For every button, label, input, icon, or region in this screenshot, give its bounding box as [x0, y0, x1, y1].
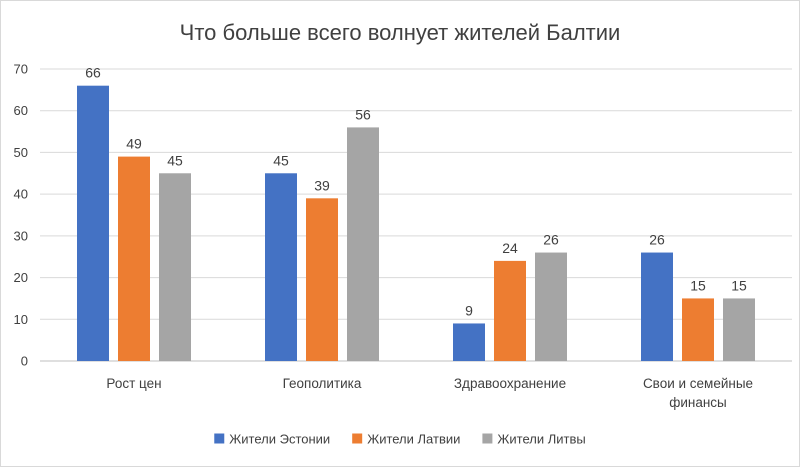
gridlines: [40, 68, 792, 362]
x-tick-label: Свои и семейные финансы: [643, 376, 753, 410]
y-tick-label: 50: [14, 145, 28, 160]
legend-swatch: [352, 433, 363, 444]
x-tick-label: Геополитика: [283, 376, 362, 391]
x-tick-label: Рост цен: [106, 376, 161, 391]
legend-item: Жители Латвии: [352, 432, 460, 447]
y-tick-label: 20: [14, 270, 28, 285]
legend-swatch: [482, 433, 493, 444]
bars: [77, 85, 755, 362]
y-tick-label: 70: [14, 62, 28, 77]
data-label: 45: [273, 152, 289, 168]
y-tick-label: 10: [14, 312, 28, 327]
bar: [77, 85, 109, 361]
bar: [453, 323, 485, 361]
data-label: 49: [126, 136, 142, 152]
bar: [159, 173, 191, 361]
data-label: 56: [355, 106, 371, 122]
y-tick-label: 0: [21, 354, 28, 369]
y-axis: 0 10 20 30 40 50 60 70: [14, 62, 28, 369]
bar: [347, 127, 379, 362]
bar: [494, 260, 526, 361]
bar: [265, 173, 297, 361]
data-label: 24: [502, 240, 518, 256]
x-tick-label: Здравоохранение: [454, 376, 566, 391]
data-label: 15: [690, 277, 706, 293]
bar: [723, 298, 755, 361]
legend-item: Жители Эстонии: [214, 432, 330, 447]
legend-label: Жители Литвы: [497, 432, 585, 447]
data-label: 66: [85, 65, 101, 81]
data-labels: 66 49 45 45 39 56 9 24 26 26 15 15: [85, 65, 747, 319]
bar: [535, 252, 567, 361]
bar: [118, 156, 150, 361]
data-label: 15: [731, 277, 747, 293]
legend-label: Жители Эстонии: [229, 432, 330, 447]
x-axis: Рост цен Геополитика Здравоохранение Свои и…: [106, 376, 753, 410]
data-label: 39: [314, 177, 330, 193]
chart-title: Что больше всего волнует жителей Балтии: [180, 20, 621, 45]
data-label: 26: [543, 232, 559, 248]
y-tick-label: 60: [14, 103, 28, 118]
legend-item: Жители Литвы: [482, 432, 586, 447]
bar: [682, 298, 714, 361]
y-tick-label: 40: [14, 187, 28, 202]
data-label: 45: [167, 152, 183, 168]
bar: [306, 198, 338, 361]
legend-swatch: [214, 433, 225, 444]
y-tick-label: 30: [14, 228, 28, 243]
data-label: 26: [649, 232, 665, 248]
legend: Жители Эстонии Жители Латвии Жители Литвы: [214, 432, 586, 447]
data-label: 9: [465, 302, 473, 318]
legend-label: Жители Латвии: [367, 432, 460, 447]
bar: [641, 252, 673, 361]
